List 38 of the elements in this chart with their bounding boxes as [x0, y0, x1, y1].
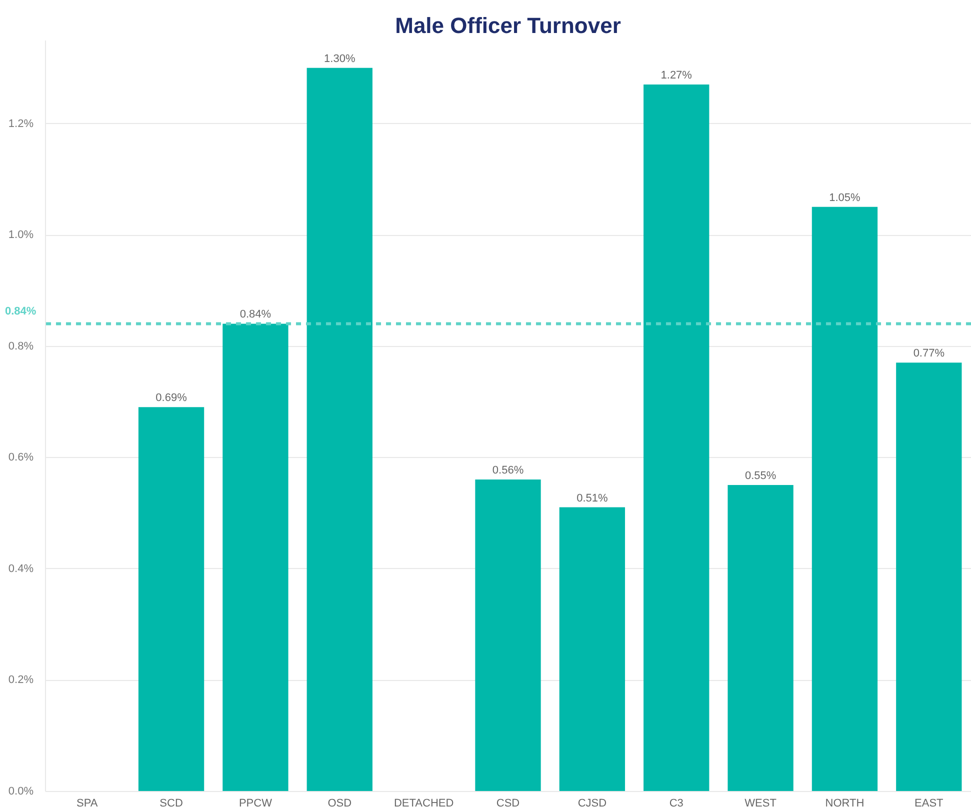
x-tick-label: WEST	[744, 798, 777, 810]
x-tick-label: SPA	[76, 798, 98, 810]
bar	[138, 407, 204, 791]
chart-title: Male Officer Turnover	[395, 13, 622, 38]
data-label: 0.77%	[913, 348, 945, 360]
ref-line-label: 0.84%	[5, 306, 36, 318]
x-tick-label: OSD	[328, 798, 352, 810]
x-tick-label: SCD	[160, 798, 183, 810]
bar	[475, 479, 541, 791]
y-tick-label: 0.0%	[8, 786, 34, 798]
data-label: 1.05%	[829, 192, 861, 204]
data-label: 0.69%	[156, 392, 188, 404]
bar	[728, 485, 794, 791]
bar	[896, 362, 962, 791]
data-label: 0.51%	[576, 492, 608, 504]
x-tick-label: NORTH	[825, 798, 864, 810]
bar	[812, 206, 878, 791]
x-tick-label: PPCW	[238, 798, 273, 810]
bar	[306, 68, 372, 791]
y-tick-label: 0.2%	[8, 674, 34, 686]
x-tick-label: DETACHED	[394, 798, 454, 810]
y-tick-label: 0.8%	[8, 340, 34, 352]
bar	[559, 507, 626, 791]
y-tick-label: 1.0%	[8, 229, 34, 242]
data-label: 0.84%	[240, 308, 272, 321]
x-tick-label: C3	[669, 798, 684, 810]
x-tick-label: CSD	[496, 798, 520, 810]
data-label: 1.30%	[324, 52, 356, 65]
x-tick-label: CJSD	[578, 798, 607, 810]
data-label: 0.56%	[492, 464, 524, 476]
bar	[644, 84, 710, 791]
y-tick-label: 0.4%	[8, 562, 34, 575]
data-label: 1.27%	[660, 70, 692, 82]
y-tick-label: 0.6%	[8, 452, 34, 464]
x-tick-label: EAST	[914, 798, 944, 810]
y-tick-label: 1.2%	[8, 118, 34, 130]
bar	[222, 324, 288, 791]
data-label: 0.55%	[744, 470, 776, 482]
